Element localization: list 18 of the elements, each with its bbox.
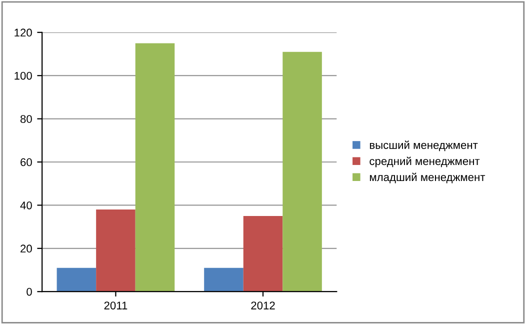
- x-tick-label: 2011: [104, 302, 128, 310]
- y-tick-label: 20: [20, 244, 32, 253]
- x-tick-label: 2012: [251, 302, 275, 310]
- bar: [96, 210, 136, 292]
- bar: [204, 268, 244, 292]
- legend-label: средний менеджмент: [370, 156, 480, 168]
- y-tick-label: 40: [20, 201, 32, 210]
- y-tick-label: 80: [20, 115, 32, 123]
- legend-label: младший менеджмент: [370, 172, 486, 184]
- bar: [56, 268, 96, 292]
- bar: [135, 43, 175, 292]
- bar: [282, 52, 322, 292]
- legend-label: высший менеджмент: [370, 140, 478, 152]
- bar: [243, 216, 283, 292]
- y-tick-label: 0: [26, 288, 32, 296]
- y-tick-label: 120: [14, 28, 32, 37]
- y-tick-label: 60: [20, 158, 32, 166]
- y-tick-label: 100: [14, 72, 32, 80]
